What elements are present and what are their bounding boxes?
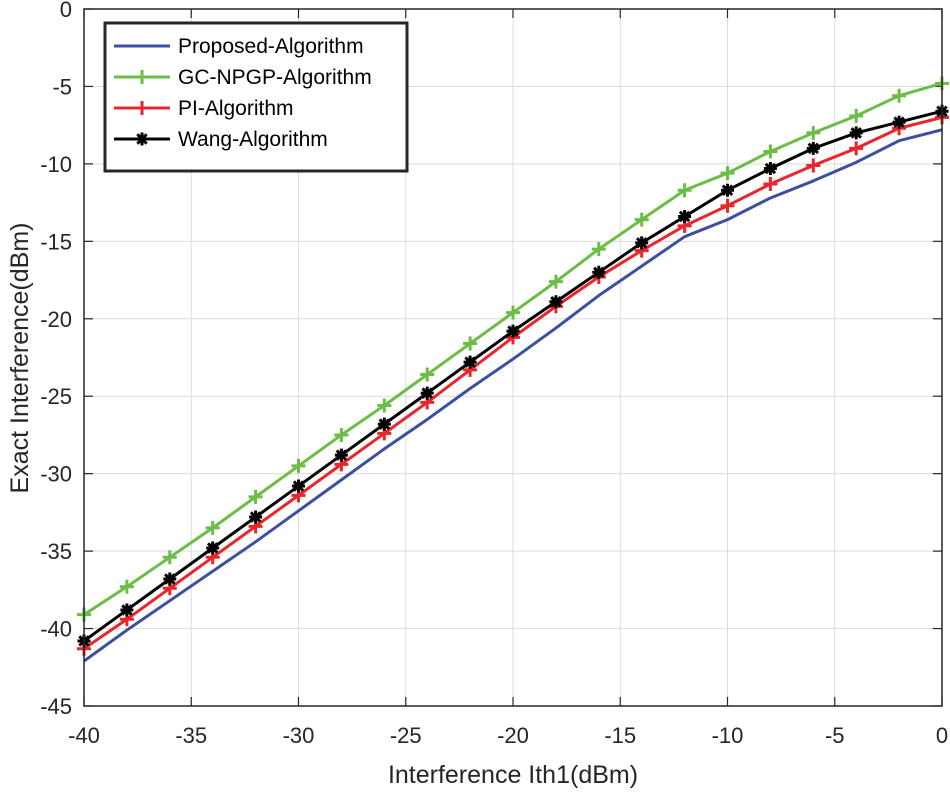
y-axis-label: Exact Interference(dBm) [6, 223, 34, 494]
wang-algorithm-marker [292, 479, 305, 493]
x-tick-label: -25 [390, 723, 422, 748]
legend-item-proposed-algorithm: Proposed-Algorithm [114, 35, 364, 58]
legend-box [103, 21, 409, 173]
proposed-algorithm-line [83, 128, 943, 663]
legend-marker [135, 70, 149, 84]
gc-npgp-algorithm-marker [463, 336, 478, 351]
y-tick-label: -20 [40, 307, 72, 332]
gc-npgp-algorithm-marker [291, 458, 306, 473]
gc-npgp-algorithm-marker [248, 489, 263, 504]
legend-label: PI-Algorithm [178, 97, 294, 120]
pi-algorithm-marker [849, 141, 864, 156]
legend-label: Proposed-Algorithm [178, 35, 364, 58]
gc-npgp-algorithm-marker [548, 274, 563, 289]
series-gc-npgp-algorithm [77, 76, 949, 622]
gc-npgp-algorithm-marker [506, 305, 520, 320]
x-tick-label: -40 [68, 723, 100, 748]
y-tick-label: -10 [40, 152, 72, 177]
plot-frame [83, 8, 943, 707]
x-tick-label: -5 [825, 723, 845, 748]
gc-npgp-algorithm-marker [720, 166, 735, 181]
wang-algorithm-marker [763, 162, 777, 176]
gc-npgp-algorithm-marker [634, 212, 649, 227]
legend-label: GC-NPGP-Algorithm [178, 66, 372, 89]
wang-algorithm-marker [678, 210, 692, 224]
gc-npgp-algorithm-marker [334, 427, 349, 442]
legend-marker [135, 101, 149, 115]
y-tick-label: -40 [40, 617, 72, 642]
gc-npgp-algorithm-marker [849, 108, 864, 123]
wang-algorithm-marker [463, 355, 477, 369]
gc-npgp-algorithm-marker [806, 125, 821, 140]
gc-npgp-algorithm-marker [591, 242, 606, 257]
gc-npgp-algorithm-marker [420, 367, 435, 382]
wang-algorithm-marker [334, 448, 348, 462]
legend: Proposed-Algorithm GC-NPGP-Algorithm PI-Al… [103, 21, 409, 173]
legend-label: Wang-Algorithm [178, 128, 328, 151]
y-tick-label: 0 [60, 0, 72, 22]
y-tick-label: -35 [40, 539, 72, 564]
wang-algorithm-marker [549, 295, 563, 309]
wang-algorithm-marker [249, 510, 263, 524]
wang-algorithm-marker [120, 603, 134, 617]
gc-npgp-algorithm-marker [763, 144, 778, 159]
wang-algorithm-marker [206, 541, 220, 555]
wang-algorithm-marker [721, 183, 734, 197]
gc-npgp-algorithm-marker [205, 520, 220, 535]
legend-item-gc-npgp-algorithm: GC-NPGP-Algorithm [114, 66, 372, 89]
gc-npgp-algorithm-marker [677, 183, 692, 198]
gc-npgp-algorithm-marker [892, 88, 907, 103]
wang-algorithm-marker [892, 115, 906, 129]
series-proposed-algorithm [83, 128, 943, 663]
wang-algorithm-marker [635, 236, 649, 250]
x-tick-label: 0 [936, 723, 948, 748]
y-tick-label: -45 [40, 694, 72, 719]
wang-algorithm-marker [806, 141, 820, 155]
pi-algorithm-marker [763, 177, 778, 192]
wang-algorithm-marker [377, 417, 391, 431]
x-tick-label: -35 [175, 723, 207, 748]
wang-algorithm-marker [506, 324, 520, 338]
wang-algorithm-marker [849, 126, 863, 140]
legend-item-pi-algorithm: PI-Algorithm [114, 97, 294, 120]
legend-marker [135, 132, 149, 146]
wang-algorithm-marker [420, 386, 434, 400]
wang-algorithm-marker [163, 572, 177, 586]
x-tick-label: -30 [283, 723, 315, 748]
pi-algorithm-marker [806, 158, 821, 173]
x-tick-labels: -40 -35 -30 -25 -20 -15 -10 -5 0 [68, 723, 948, 748]
y-tick-label: -30 [40, 462, 72, 487]
y-tick-label: -25 [40, 384, 72, 409]
x-tick-label: -15 [604, 723, 636, 748]
wang-algorithm-marker [592, 265, 606, 279]
x-tick-label: -10 [712, 723, 744, 748]
gc-npgp-algorithm-marker [377, 398, 392, 413]
y-tick-label: -5 [52, 74, 72, 99]
x-axis-label: Interference Ith1(dBm) [388, 761, 638, 789]
gc-npgp-algorithm-marker [162, 550, 177, 565]
legend-item-wang-algorithm: Wang-Algorithm [114, 128, 328, 151]
pi-algorithm-marker [720, 198, 735, 213]
gc-npgp-algorithm-marker [119, 579, 134, 594]
y-tick-labels: 0 -5 -10 -15 -20 -25 -30 -35 -40 -45 [40, 0, 72, 719]
x-tick-label: -20 [497, 723, 529, 748]
y-tick-label: -15 [40, 229, 72, 254]
